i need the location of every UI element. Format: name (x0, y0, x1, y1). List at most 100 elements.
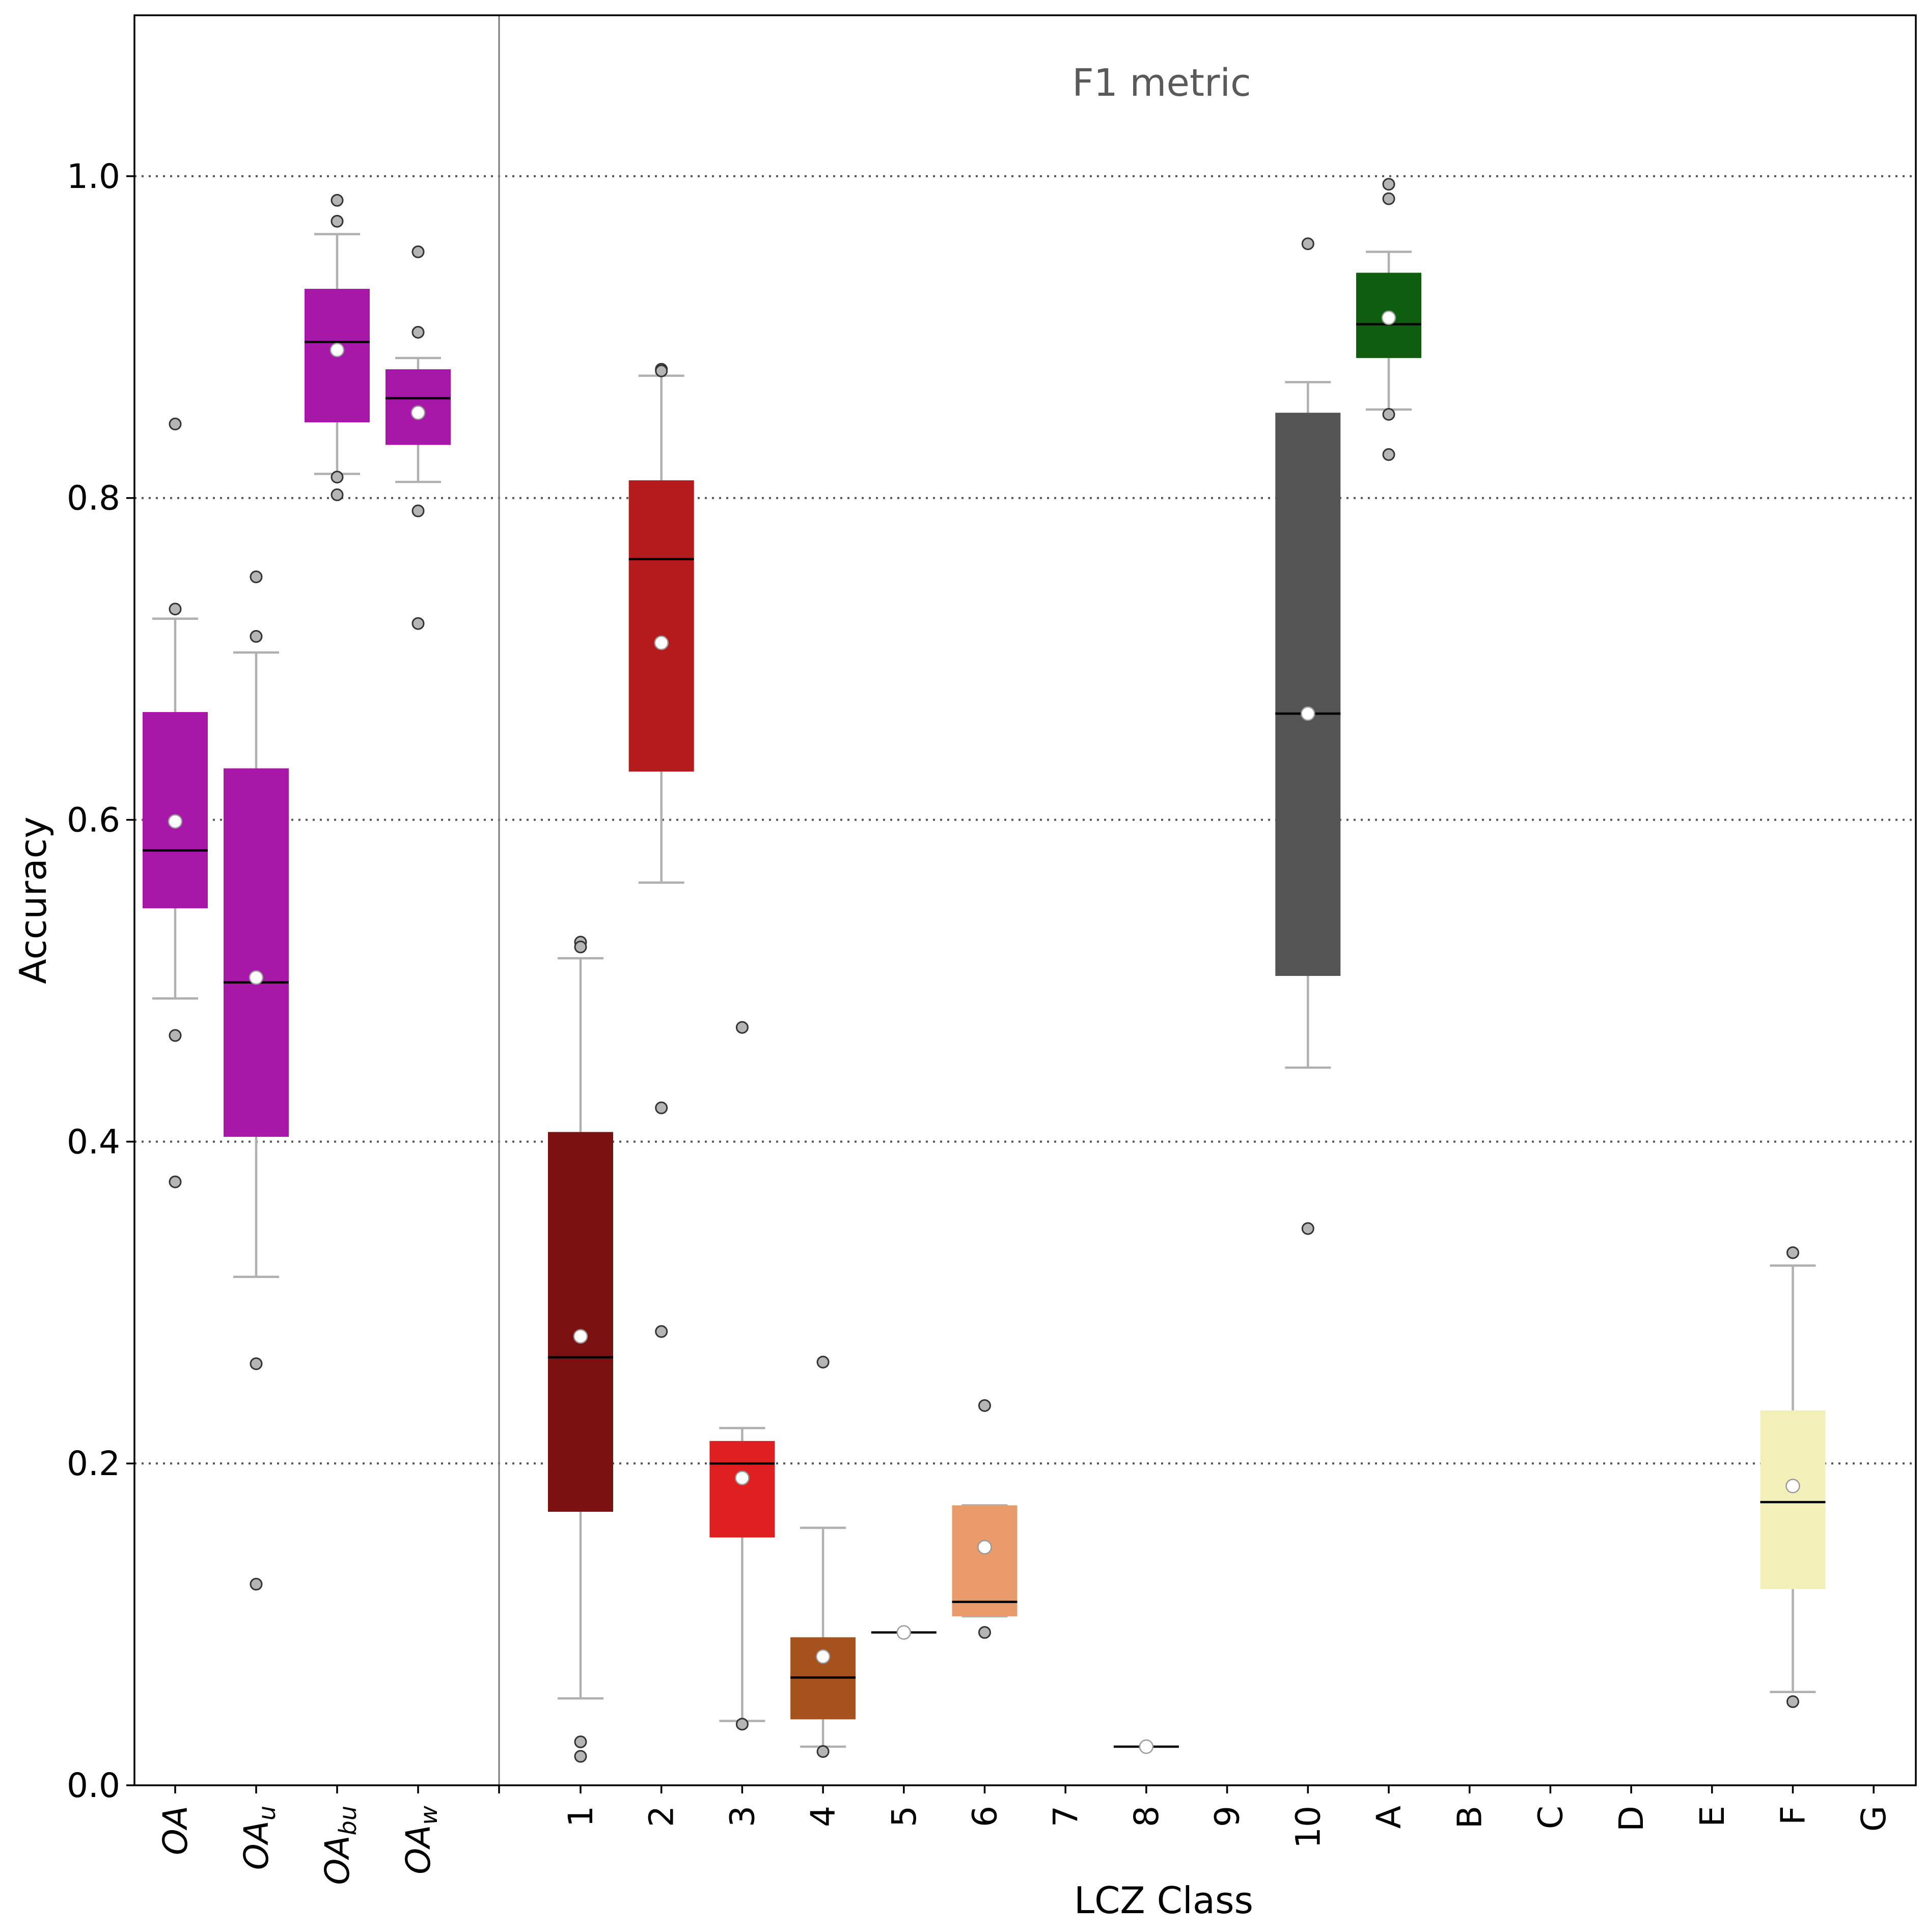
x-tick-label-A: A (1369, 1806, 1409, 1829)
outlier-point (1382, 448, 1395, 461)
outlier-point (1786, 1695, 1799, 1708)
box-body (1760, 1410, 1826, 1589)
box-body (952, 1505, 1017, 1617)
box-body (548, 1132, 613, 1512)
mean-marker (168, 814, 183, 829)
x-tick-label-OAu: OAu (237, 1806, 281, 1870)
x-axis-label: LCZ Class (1074, 1879, 1253, 1922)
outlier-point (331, 214, 344, 228)
box-body (628, 480, 694, 772)
box-lcz-8 (1113, 1739, 1179, 1754)
outlier-point (411, 504, 425, 518)
box-OAbu (305, 194, 370, 501)
box-lcz-A (1356, 178, 1421, 461)
mean-marker (735, 1471, 750, 1485)
outlier-point (816, 1745, 830, 1758)
outlier-point (169, 1029, 182, 1042)
grid-lines (134, 175, 1916, 1465)
outlier-point (978, 1399, 991, 1412)
box-lcz-1 (548, 936, 613, 1763)
outlier-point (1382, 192, 1395, 205)
outlier-point (1786, 1246, 1799, 1259)
box-lcz-4 (790, 1355, 856, 1758)
box-lcz-2 (628, 363, 694, 1338)
metric-annotation: F1 metric (1072, 61, 1251, 105)
outlier-point (735, 1021, 749, 1034)
x-tick-label-5: 5 (885, 1806, 924, 1827)
outlier-point (250, 1357, 263, 1370)
box-lcz-3 (709, 1021, 775, 1731)
x-tick-label-OAw: OAw (399, 1806, 443, 1874)
x-tick-label-G: G (1854, 1806, 1893, 1832)
mean-marker (1785, 1479, 1800, 1493)
x-tick-label-6: 6 (966, 1806, 1005, 1827)
x-tick-label-2: 2 (642, 1806, 681, 1827)
box-lcz-5 (871, 1625, 937, 1640)
y-tick-label: 0.8 (67, 479, 120, 518)
outlier-point (655, 1101, 668, 1114)
mean-marker (249, 970, 264, 985)
x-tick-label-7: 7 (1046, 1806, 1085, 1827)
mean-marker (654, 635, 669, 650)
box-body (709, 1440, 775, 1538)
outlier-point (250, 630, 263, 643)
box-lcz-6 (952, 1399, 1017, 1639)
box-body (224, 768, 289, 1137)
x-tick-label-B: B (1450, 1806, 1490, 1829)
mean-marker (329, 342, 345, 358)
outlier-point (411, 245, 425, 258)
x-tick-label-8: 8 (1127, 1806, 1166, 1827)
outlier-point (655, 1325, 668, 1338)
mean-marker (1301, 706, 1315, 721)
x-tick-label-4: 4 (804, 1806, 843, 1827)
outlier-point (574, 940, 587, 954)
mean-marker (977, 1540, 992, 1555)
x-tick-label-10: 10 (1288, 1806, 1328, 1848)
outlier-point (331, 488, 344, 501)
y-tick-label: 0.6 (67, 801, 120, 840)
outlier-point (1382, 407, 1395, 421)
x-tick-label-3: 3 (723, 1806, 762, 1827)
y-tick-label: 0.4 (67, 1122, 120, 1161)
outlier-point (250, 1577, 263, 1591)
x-tick-label-1: 1 (561, 1806, 600, 1827)
axis-ticks: 0.0 0.2 0.4 0.6 0.8 1.0 OA OAu OAbu OAw 1 2 3 4 5 6 7 8 9 1… (67, 157, 1893, 1885)
x-tick-label-OA: OA (156, 1806, 195, 1855)
x-tick-label-F: F (1774, 1806, 1813, 1825)
x-tick-label-D: D (1612, 1806, 1651, 1832)
y-tick-label: 0.2 (67, 1444, 120, 1483)
outlier-point (331, 194, 344, 207)
outlier-point (574, 1735, 587, 1749)
box-OAu (224, 570, 289, 1591)
mean-marker (815, 1649, 831, 1664)
x-tick-label-E: E (1693, 1806, 1732, 1827)
outlier-point (574, 1750, 587, 1763)
outlier-point (331, 471, 344, 484)
outlier-point (735, 1718, 749, 1731)
box-lcz-10 (1275, 237, 1341, 1235)
outlier-point (1301, 1222, 1314, 1235)
outlier-point (816, 1355, 830, 1369)
outlier-point (1301, 237, 1314, 251)
x-tick-label-C: C (1531, 1806, 1570, 1829)
box-OAw (386, 245, 451, 630)
mean-marker (1139, 1739, 1154, 1754)
x-tick-label-OAbu: OAbu (318, 1806, 362, 1885)
outlier-point (169, 417, 182, 430)
outlier-point (978, 1626, 991, 1639)
plot-area-frame (133, 14, 1917, 1786)
outlier-point (411, 617, 425, 630)
y-axis-label: Accuracy (12, 817, 54, 984)
outlier-point (169, 603, 182, 616)
outlier-point (655, 364, 668, 377)
outlier-point (1382, 178, 1395, 191)
box-series (143, 178, 1826, 1763)
x-tick-label-9: 9 (1208, 1806, 1247, 1827)
mean-marker (573, 1329, 588, 1344)
outlier-point (411, 325, 425, 339)
box-OA (143, 417, 208, 1188)
box-body (143, 712, 208, 909)
outlier-point (250, 570, 263, 584)
